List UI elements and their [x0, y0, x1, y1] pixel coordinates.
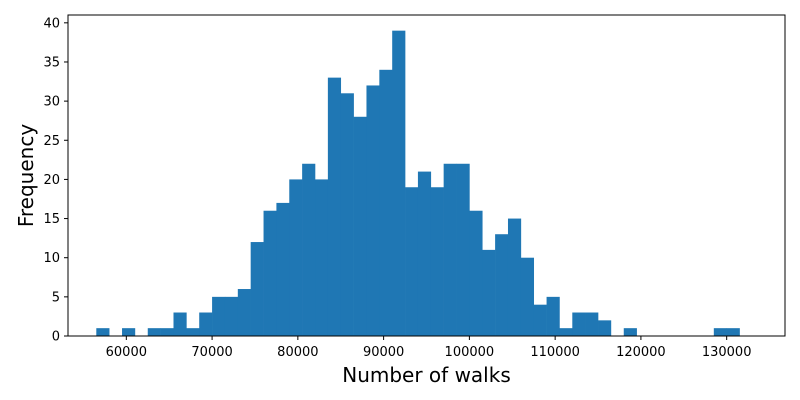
histogram-bar [224, 296, 239, 336]
y-tick-label: 35 [43, 55, 60, 70]
histogram-bar [250, 242, 264, 336]
histogram-bar [315, 179, 329, 336]
histogram-bar [559, 328, 573, 336]
histogram-bar [340, 93, 354, 336]
histogram-bar [96, 328, 110, 336]
histogram-bar [263, 210, 277, 336]
histogram-bar [507, 218, 522, 336]
y-tick-label: 10 [43, 251, 60, 266]
x-tick-label: 70000 [191, 345, 232, 360]
x-tick-label: 90000 [363, 345, 404, 360]
x-axis-label: Number of walks [342, 363, 511, 387]
plot-frame [67, 14, 786, 337]
histogram-bars [96, 30, 740, 337]
histogram-bar [585, 312, 599, 336]
y-axis-ticks: 0 5 10 15 20 25 30 35 40 [43, 16, 68, 345]
histogram-bar [392, 30, 406, 336]
histogram-bar [147, 328, 161, 336]
histogram-bar [546, 296, 560, 336]
x-tick-label: 120000 [616, 345, 666, 360]
y-tick-label: 20 [43, 173, 60, 188]
histogram-bar [199, 312, 213, 336]
x-axis-ticks: 60000 70000 80000 90000 100000 110000 120000 13… [106, 336, 752, 360]
y-tick-label: 30 [43, 95, 60, 110]
histogram-bar [533, 304, 547, 336]
histogram-bar [289, 179, 303, 336]
histogram-bar [379, 69, 393, 337]
histogram-bar [160, 328, 174, 336]
histogram-bar [572, 312, 586, 336]
histogram-bar [623, 328, 637, 336]
x-tick-label: 130000 [702, 345, 752, 360]
histogram-bar [212, 296, 226, 336]
histogram-bar [520, 257, 535, 336]
histogram-bar [417, 171, 432, 336]
x-tick-label: 100000 [445, 345, 495, 360]
histogram-bar [482, 249, 496, 336]
histogram-bar [186, 328, 200, 336]
y-tick-label: 40 [43, 16, 60, 31]
y-tick-label: 0 [52, 330, 60, 345]
histogram-bar [713, 328, 727, 336]
histogram-bar [302, 163, 316, 336]
y-tick-label: 25 [43, 134, 60, 149]
x-tick-label: 60000 [106, 345, 147, 360]
x-tick-label: 80000 [277, 345, 318, 360]
y-axis-label: Frequency [14, 124, 38, 227]
histogram-bar [430, 187, 444, 336]
y-tick-label: 5 [52, 290, 60, 305]
x-tick-label: 110000 [530, 345, 580, 360]
histogram-bar [327, 77, 342, 336]
histogram-bar [122, 328, 136, 336]
histogram-bar [173, 312, 187, 336]
histogram-bar [456, 163, 470, 336]
histogram-bar [598, 320, 612, 336]
histogram-bar [353, 116, 367, 336]
histogram-bar [276, 202, 290, 336]
histogram-bar [443, 163, 457, 336]
histogram-bar [237, 289, 251, 336]
y-tick-label: 15 [43, 212, 60, 227]
histogram-bar [495, 234, 509, 336]
histogram-bar [469, 210, 483, 336]
histogram-bar [366, 85, 380, 337]
histogram-bar [726, 328, 740, 336]
histogram-bar [405, 187, 419, 336]
